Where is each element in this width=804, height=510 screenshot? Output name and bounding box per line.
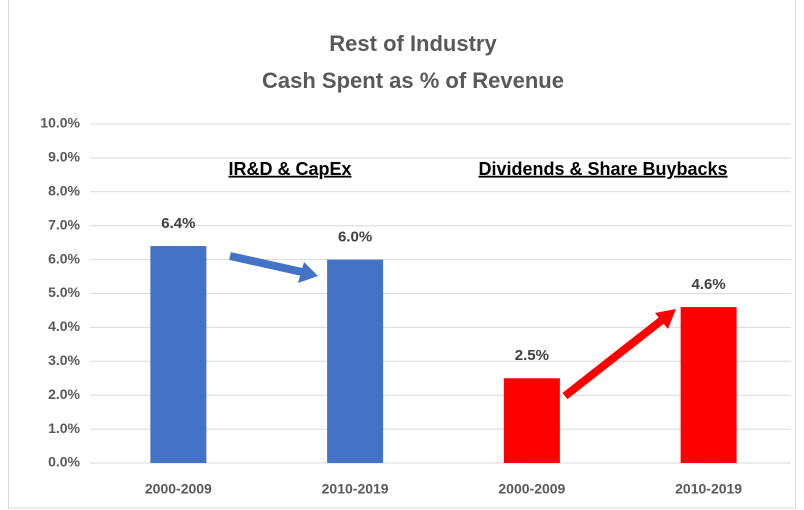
x-tick-label: 2010-2019 <box>675 481 742 497</box>
bar <box>503 378 560 463</box>
annotation: IR&D & CapEx <box>228 159 351 179</box>
y-tick-label: 8.0% <box>48 183 80 199</box>
data-label: 6.4% <box>161 215 195 232</box>
chart-border <box>8 0 796 509</box>
y-tick-label: 0.0% <box>48 454 80 470</box>
data-label: 4.6% <box>692 276 726 293</box>
y-tick-label: 1.0% <box>48 420 80 436</box>
x-tick-label: 2000-2009 <box>145 481 212 497</box>
y-tick-label: 4.0% <box>48 318 80 334</box>
y-tick-label: 3.0% <box>48 352 80 368</box>
y-tick-label: 10.0% <box>40 115 80 131</box>
arrow <box>562 316 665 400</box>
bar <box>150 246 207 463</box>
arrow <box>229 252 303 276</box>
data-label: 6.0% <box>338 229 372 246</box>
chart-title: Rest of Industry <box>329 31 497 56</box>
x-tick-label: 2000-2009 <box>498 481 565 497</box>
chart-title: Cash Spent as % of Revenue <box>262 68 564 93</box>
y-tick-label: 5.0% <box>48 284 80 300</box>
y-tick-label: 6.0% <box>48 250 80 266</box>
arrow-head <box>655 309 676 329</box>
x-tick-label: 2010-2019 <box>322 481 389 497</box>
annotation: Dividends & Share Buybacks <box>478 159 727 179</box>
y-tick-label: 7.0% <box>48 216 80 232</box>
bar <box>327 259 384 463</box>
y-tick-label: 2.0% <box>48 386 80 402</box>
data-label: 2.5% <box>515 347 549 364</box>
arrow-head <box>298 262 318 283</box>
y-tick-label: 9.0% <box>48 149 80 165</box>
bar <box>680 307 737 463</box>
